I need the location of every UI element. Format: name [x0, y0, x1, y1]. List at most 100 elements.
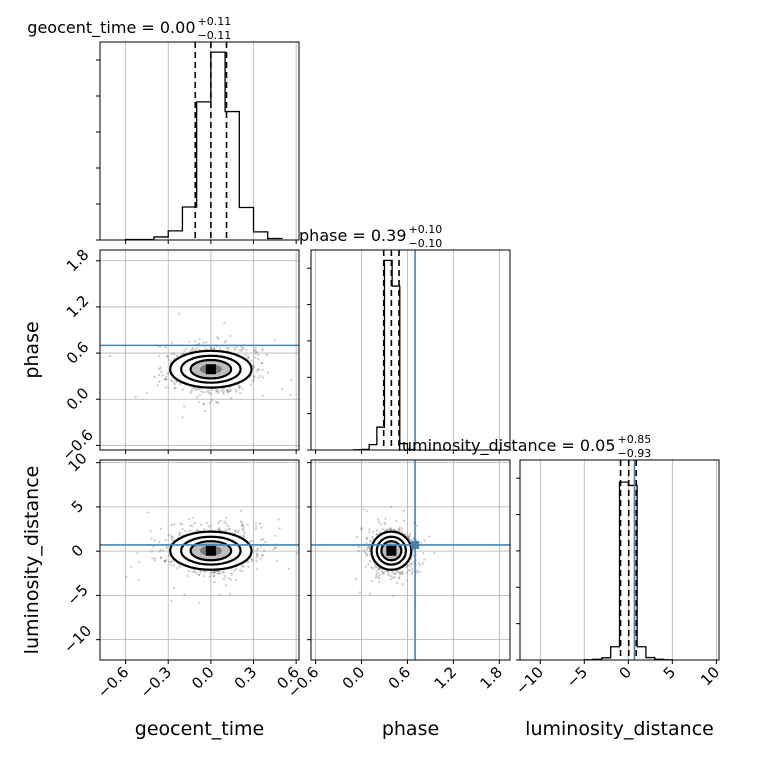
y-tick-label: −10 — [60, 622, 95, 657]
axis-labels: geocent_time phase luminosity_distancephas… — [21, 321, 714, 740]
sample-point — [186, 574, 189, 578]
sample-point — [138, 560, 141, 564]
sample-point — [369, 592, 372, 595]
sample-point — [244, 348, 248, 352]
sample-point — [195, 572, 199, 575]
sample-point — [417, 562, 421, 565]
hist-panel-phase: phase = 0.39 +0.10−0.10 — [299, 223, 511, 454]
sample-point — [171, 536, 174, 539]
sample-point — [295, 552, 299, 555]
sample-point — [171, 539, 175, 542]
sample-point — [377, 567, 381, 570]
sample-point — [275, 559, 279, 563]
sample-point — [172, 386, 176, 390]
sample-point — [210, 399, 214, 402]
sample-point — [229, 389, 232, 392]
sample-point — [130, 566, 133, 569]
sample-point — [189, 524, 192, 527]
sample-point — [214, 400, 218, 403]
sample-point — [370, 565, 373, 569]
sample-point — [367, 545, 370, 548]
sample-point — [193, 349, 197, 352]
sample-point — [204, 347, 208, 351]
sample-point — [212, 347, 216, 350]
sample-point — [250, 359, 253, 362]
sample-point — [265, 353, 268, 357]
sample-point — [159, 548, 162, 551]
sample-point — [409, 539, 412, 542]
sample-point — [173, 383, 177, 386]
sample-point — [229, 334, 232, 338]
sample-point — [209, 346, 212, 349]
sample-point — [235, 568, 238, 571]
sample-point — [233, 348, 237, 352]
sample-point — [190, 348, 194, 351]
title-plus: +0.85 — [618, 433, 652, 446]
sample-point — [224, 522, 227, 525]
sample-point — [214, 570, 218, 573]
sample-point — [408, 569, 412, 572]
sample-point — [153, 559, 156, 562]
x-tick-label: −10 — [512, 663, 547, 698]
sample-point — [405, 571, 408, 574]
sample-point — [223, 321, 226, 325]
sample-point — [274, 534, 277, 538]
sample-point — [222, 392, 225, 395]
sample-point — [234, 388, 238, 392]
sample-point — [163, 559, 166, 563]
sample-point — [153, 375, 156, 379]
sample-point — [191, 347, 195, 350]
density-peak — [205, 364, 216, 375]
sample-point — [238, 384, 241, 388]
sample-point — [247, 355, 250, 358]
sample-point — [254, 349, 257, 352]
sample-point — [178, 382, 182, 386]
panels: geocent_time = 0.00 +0.11−0.11 phase = 0.3… — [27, 15, 723, 702]
sample-point — [203, 528, 206, 531]
sample-point — [255, 369, 258, 373]
sample-point — [145, 391, 148, 394]
sample-point — [241, 564, 245, 568]
x-tick-label: 5 — [660, 663, 679, 682]
sample-point — [382, 572, 385, 575]
sample-point — [400, 572, 404, 575]
title-minus: −0.93 — [618, 447, 652, 460]
sample-point — [157, 355, 161, 358]
sample-point — [167, 554, 171, 557]
sample-point — [377, 568, 381, 571]
sample-point — [390, 577, 393, 581]
sample-point — [218, 528, 221, 531]
sample-point — [406, 535, 409, 538]
sample-point — [395, 581, 399, 585]
sample-point — [219, 572, 222, 575]
panel-frame — [310, 249, 511, 451]
sample-point — [216, 389, 219, 392]
sample-point — [216, 390, 219, 393]
sample-point — [235, 578, 238, 582]
y-tick-label: 0.6 — [63, 338, 93, 368]
sample-point — [234, 529, 237, 532]
sample-point — [404, 532, 407, 536]
sample-point — [250, 560, 254, 563]
sample-point — [188, 529, 192, 533]
sample-point — [253, 375, 256, 379]
sample-point — [210, 347, 213, 350]
contour-line — [169, 530, 253, 571]
sample-point — [205, 521, 208, 525]
sample-point — [372, 530, 375, 534]
sample-point — [377, 521, 381, 524]
sample-point — [224, 584, 228, 587]
sample-point — [222, 577, 226, 581]
x-tick-label: 0 — [616, 663, 635, 682]
sample-point — [255, 549, 258, 552]
sample-point — [157, 367, 161, 370]
sample-point — [427, 535, 431, 538]
sample-point — [366, 546, 370, 549]
sample-point — [256, 547, 260, 550]
title-plus: +0.11 — [198, 15, 232, 28]
sample-point — [260, 361, 264, 365]
sample-point — [379, 523, 383, 526]
sample-point — [255, 525, 258, 528]
sample-point — [165, 546, 168, 549]
sample-point — [223, 574, 227, 578]
